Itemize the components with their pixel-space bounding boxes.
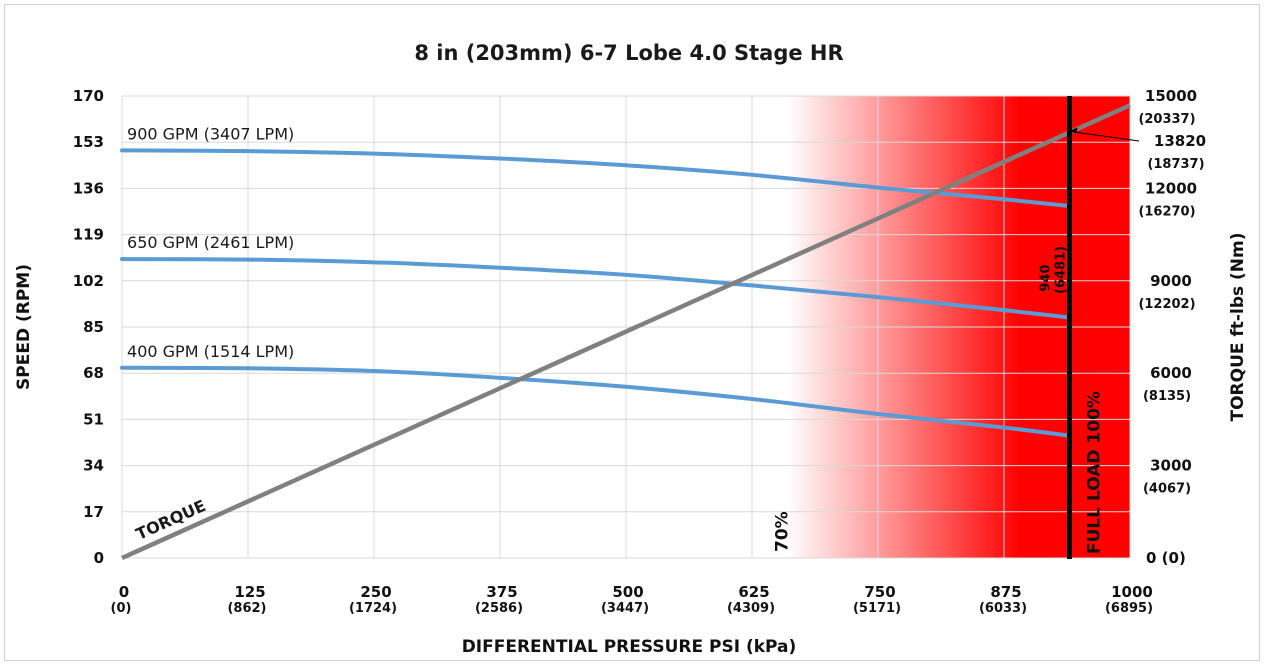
y2-tick-sublabel: (4067) (1143, 482, 1191, 497)
chart-title: 8 in (203mm) 6-7 Lobe 4.0 Stage HR (414, 41, 843, 65)
series-line-2 (120, 365, 1072, 438)
x-tick-sublabel: (6033) (979, 601, 1027, 616)
x-tick-label: 500 (612, 583, 643, 601)
y2-tick-sublabel: (20337) (1138, 112, 1195, 127)
x-tick-label: 1000 (1111, 583, 1153, 601)
y-tick-label: 85 (83, 318, 104, 336)
y2-tick-label: 15000 (1145, 87, 1197, 105)
torque-callout-leader (1069, 130, 1140, 142)
y2-axis-title: TORQUE ft-lbs (Nm) (1228, 232, 1248, 421)
full-load-x-label: 940 (1039, 265, 1054, 292)
y2-tick-label: 12000 (1145, 179, 1197, 197)
y-tick-label: 17 (83, 503, 104, 521)
y-tick-label: 136 (73, 179, 104, 197)
y-tick-label: 119 (73, 226, 104, 244)
y-tick-label: 68 (83, 364, 104, 382)
series-label-1: 650 GPM (2461 LPM) (127, 233, 294, 252)
y2-tick-label: 6000 (1150, 364, 1192, 382)
series-layer: 900 GPM (3407 LPM) 650 GPM (2461 LPM) 400 … (120, 103, 1131, 561)
motor-performance-chart: 8 in (203mm) 6-7 Lobe 4.0 Stage HR 900 G… (14, 41, 1248, 657)
x-tick-sublabel: (1724) (349, 601, 397, 616)
y-tick-label: 51 (83, 410, 104, 428)
zone-70-label: 70% (772, 511, 792, 552)
torque-callout-arrowhead (1069, 127, 1078, 134)
x-axis-title: DIFFERENTIAL PRESSURE PSI (kPa) (462, 637, 797, 657)
x-tick-label: 875 (990, 583, 1021, 601)
x-tick-sublabel: (3447) (601, 601, 649, 616)
torque-full-load-value: 13820 (1154, 132, 1206, 150)
tick-labels: 017345168851021191361531700(0)125(862)25… (73, 87, 1197, 616)
y2-tick-sublabel: (12202) (1138, 297, 1195, 312)
annotation-layer: FULL LOAD 100% 70% 940 (6481) 13820 (18737) (772, 96, 1206, 559)
x-tick-label: 750 (864, 583, 895, 601)
x-tick-label: 375 (486, 583, 517, 601)
chart-frame: 8 in (203mm) 6-7 Lobe 4.0 Stage HR 900 G… (4, 4, 1260, 661)
x-tick-label: 0 (119, 583, 129, 601)
series-label-2: 400 GPM (1514 LPM) (127, 342, 294, 361)
x-tick-label: 250 (360, 583, 391, 601)
series-line-torque (121, 103, 1131, 561)
y-tick-label: 0 (94, 549, 104, 567)
y-tick-label: 153 (73, 133, 104, 151)
series-label-0: 900 GPM (3407 LPM) (127, 124, 294, 143)
y2-tick-label: 9000 (1150, 272, 1192, 290)
y2-tick-label: 0 (0) (1146, 549, 1186, 567)
x-tick-label: 625 (738, 583, 769, 601)
x-tick-sublabel: (4309) (727, 601, 775, 616)
gridlines (121, 95, 1131, 559)
full-load-x-sub: (6481) (1054, 246, 1069, 294)
x-tick-sublabel: (0) (111, 601, 132, 616)
y-tick-label: 170 (73, 87, 104, 105)
series-line-0 (120, 148, 1072, 209)
y-tick-label: 34 (83, 457, 104, 475)
x-tick-sublabel: (2586) (475, 601, 523, 616)
y2-tick-sublabel: (16270) (1138, 204, 1195, 219)
y-axis-title: SPEED (RPM) (14, 264, 34, 390)
x-tick-sublabel: (5171) (853, 601, 901, 616)
series-line-1 (120, 257, 1072, 320)
x-tick-label: 125 (234, 583, 265, 601)
torque-full-load-sub: (18737) (1147, 157, 1204, 172)
y2-tick-sublabel: (8135) (1143, 389, 1191, 404)
y2-tick-label: 3000 (1150, 457, 1192, 475)
x-tick-sublabel: (862) (227, 601, 266, 616)
full-load-label: FULL LOAD 100% (1085, 391, 1105, 554)
x-tick-sublabel: (6895) (1105, 601, 1153, 616)
y-tick-label: 102 (73, 272, 104, 290)
